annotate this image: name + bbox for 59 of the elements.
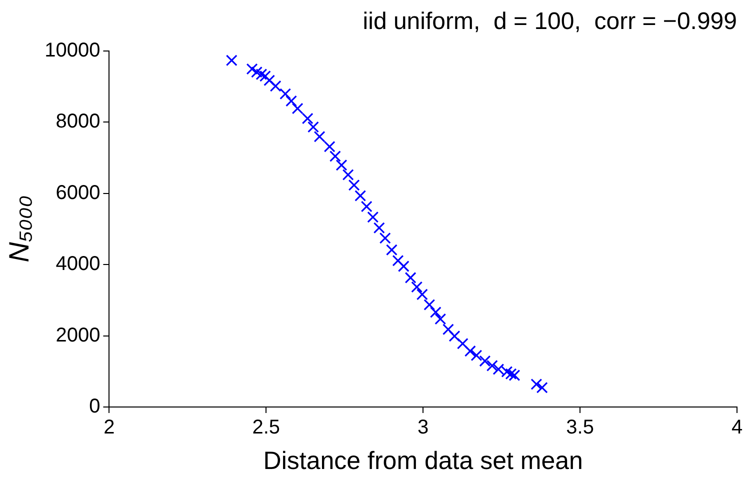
x-tick-label: 2: [104, 416, 115, 439]
point: [348, 179, 360, 191]
point: [342, 169, 354, 181]
point: [479, 355, 491, 367]
y-tick-label: 0: [89, 396, 100, 418]
y-axis-title: N₅₀₀₀: [4, 195, 35, 262]
point: [486, 360, 498, 372]
point: [360, 200, 372, 212]
point: [307, 121, 319, 133]
x-tick-label: 3: [418, 416, 429, 439]
point: [354, 190, 366, 202]
point: [430, 306, 442, 318]
point: [434, 313, 446, 325]
point: [464, 345, 476, 357]
point: [226, 54, 238, 66]
point: [246, 63, 258, 75]
point: [250, 66, 262, 78]
point: [329, 150, 341, 162]
x-tick-label: 3.5: [566, 416, 594, 439]
point: [292, 102, 304, 114]
point: [411, 281, 423, 293]
x-tick-label: 2.5: [252, 416, 280, 439]
point: [259, 70, 271, 82]
point: [392, 254, 404, 266]
point: [536, 382, 548, 394]
chart-title: iid uniform, d = 100, corr = −0.999: [362, 8, 737, 36]
point: [373, 222, 385, 234]
point: [508, 370, 520, 382]
y-tick-label: 10000: [44, 39, 100, 62]
point: [492, 363, 504, 375]
point: [280, 88, 292, 100]
point: [448, 330, 460, 342]
point: [256, 68, 268, 80]
y-tick-label: 8000: [56, 110, 100, 133]
point: [379, 232, 391, 244]
point: [336, 159, 348, 171]
y-tick-label: 4000: [56, 253, 100, 276]
x-tick-label: 4: [731, 416, 743, 439]
point: [286, 95, 298, 107]
point: [367, 211, 379, 223]
point: [270, 80, 282, 92]
point: [424, 299, 436, 311]
point: [314, 130, 326, 142]
point: [470, 350, 482, 362]
point: [264, 74, 276, 86]
point: [398, 260, 410, 272]
point: [501, 366, 513, 378]
point: [302, 112, 314, 124]
y-tick-label: 6000: [56, 182, 100, 204]
y-tick-label: 2000: [56, 324, 100, 346]
point: [530, 378, 542, 390]
point: [456, 338, 468, 350]
point: [404, 272, 416, 284]
point: [386, 244, 398, 256]
point: [324, 140, 336, 152]
point: [416, 288, 428, 300]
x-axis-title: Distance from data set mean: [263, 446, 583, 475]
point: [442, 324, 454, 336]
point: [505, 368, 517, 380]
